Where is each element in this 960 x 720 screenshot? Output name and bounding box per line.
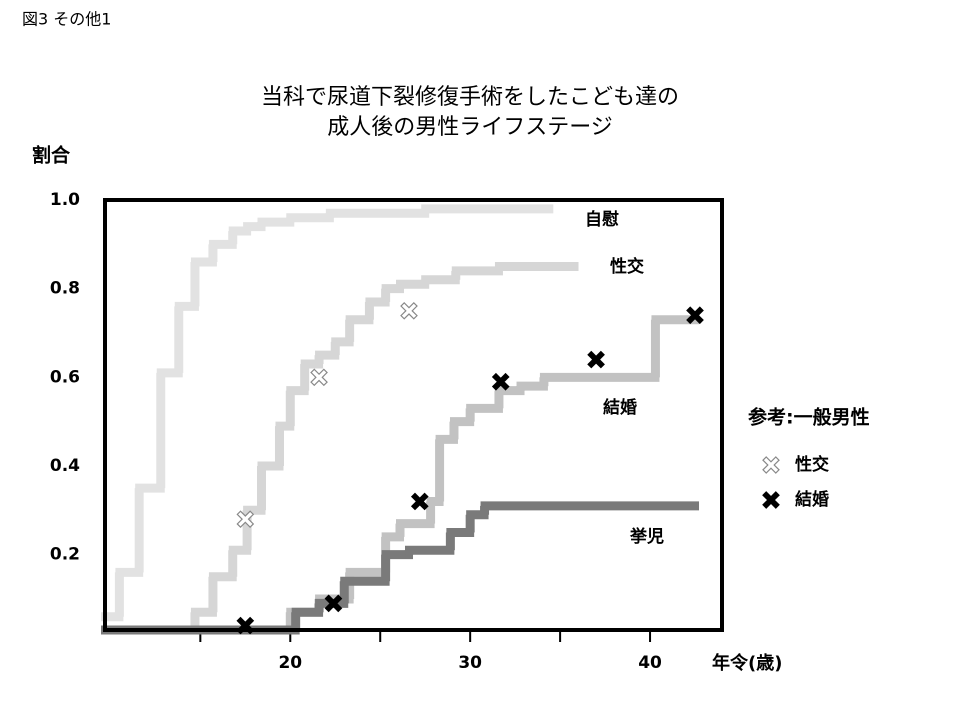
page-header: 図3 その他1 (22, 10, 111, 29)
x-tick-label: 20 (278, 653, 302, 673)
y-tick-label: 0.6 (50, 367, 80, 387)
y-tick-label: 0.2 (50, 545, 80, 565)
series-label: 挙児 (629, 526, 664, 547)
reference-marker (236, 510, 255, 529)
series-label: 自慰 (585, 209, 619, 230)
series-label: 性交 (610, 256, 644, 277)
reference-marker (410, 492, 429, 511)
reference-marker (310, 368, 328, 387)
legend-title: 参考:一般男性 (748, 406, 870, 429)
x-axis-label: 年令(歳) (712, 652, 782, 674)
legend-label: 結婚 (795, 489, 829, 510)
series-label: 結婚 (603, 397, 637, 418)
y-axis-label: 割合 (32, 144, 71, 167)
chart-title: 当科で尿道下裂修復手術をしたこども達の (261, 85, 679, 110)
legend-label: 性交 (795, 454, 829, 475)
reference-marker (400, 301, 418, 320)
y-tick-label: 0.4 (50, 456, 80, 476)
y-tick-label: 0.8 (50, 279, 80, 299)
reference-marker (686, 306, 704, 325)
reference-marker (324, 594, 343, 613)
legend-marker (762, 491, 780, 509)
y-tick-label: 1.0 (50, 190, 80, 210)
x-tick-label: 40 (638, 653, 662, 673)
reference-marker (491, 372, 510, 391)
x-tick-label: 30 (458, 653, 482, 673)
reference-marker (587, 350, 605, 369)
legend-marker (762, 456, 780, 474)
chart-title: 成人後の男性ライフステージ (327, 115, 613, 140)
plot-frame (103, 198, 724, 632)
reference-marker (236, 616, 255, 635)
